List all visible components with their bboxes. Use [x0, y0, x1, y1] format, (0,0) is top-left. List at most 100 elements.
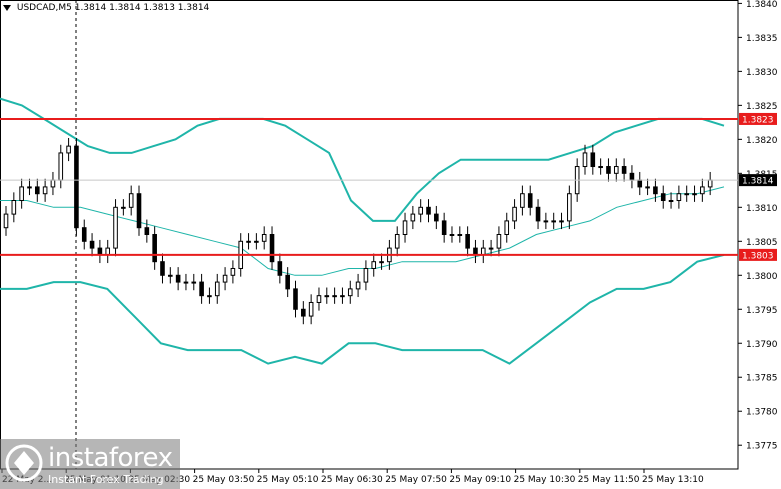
- candle-body: [152, 234, 157, 263]
- bollinger-upper: [0, 97, 725, 222]
- candle-body: [285, 274, 290, 290]
- y-tick-label: 1.3790: [746, 340, 778, 350]
- candle-body: [613, 166, 619, 174]
- candle-body: [488, 247, 494, 250]
- candle-body: [191, 281, 197, 284]
- ohlc-readout: 1.3814 1.3814 1.3813 1.3814: [74, 3, 210, 13]
- candle-body: [214, 281, 220, 297]
- x-tick-label: 25 May 05:10: [257, 475, 319, 485]
- candle-body: [582, 152, 588, 168]
- candle-body: [113, 206, 118, 249]
- candle-body: [261, 234, 267, 242]
- candle-body: [543, 220, 549, 223]
- chart-header: USDCAD,M5 1.3814 1.3814 1.3813 1.3814: [3, 3, 209, 13]
- candle-body: [66, 145, 71, 154]
- y-tick-label: 1.3800: [746, 272, 778, 282]
- candle-body: [551, 220, 556, 223]
- y-tick-label: 1.3835: [746, 34, 778, 44]
- candle-body: [168, 274, 173, 277]
- logo-tagline: Instant Forex Trading: [48, 473, 164, 486]
- current-price-label: 1.3814: [742, 177, 774, 187]
- candle-body: [692, 193, 697, 196]
- candle-body: [183, 281, 189, 284]
- candle-body: [465, 234, 470, 249]
- candle-body: [175, 274, 181, 283]
- candle-body: [426, 206, 431, 215]
- candle-body: [684, 193, 690, 196]
- candle-body: [81, 227, 87, 242]
- candle-body: [434, 213, 439, 222]
- candle-body: [269, 234, 275, 263]
- candle-body: [676, 193, 682, 202]
- candle-body: [606, 166, 611, 174]
- candle-body: [660, 193, 666, 202]
- candle-body: [144, 227, 150, 235]
- candle-body: [324, 295, 330, 298]
- level-label-box: [739, 112, 777, 125]
- candle-body: [246, 240, 251, 243]
- candle-body: [418, 206, 423, 215]
- bollinger-lower: [0, 253, 725, 365]
- candle-body: [449, 234, 455, 236]
- logo-brand: instaforex: [48, 443, 173, 473]
- candle-body: [42, 186, 48, 195]
- candle-body: [74, 145, 79, 229]
- current-price-box: [739, 174, 777, 187]
- y-tick-label: 1.3820: [746, 136, 778, 146]
- candle-body: [410, 213, 416, 222]
- symbol-label: USDCAD,M5: [16, 3, 72, 13]
- candle-body: [668, 200, 674, 203]
- candle-body: [512, 206, 517, 222]
- candle-body: [58, 152, 64, 181]
- candle-body: [371, 261, 377, 269]
- candle-body: [332, 295, 337, 298]
- candle-body: [19, 186, 24, 202]
- candle-body: [160, 261, 165, 276]
- y-tick-label: 1.3840: [746, 0, 778, 10]
- candle-body: [520, 193, 525, 208]
- candle-body: [480, 247, 486, 256]
- y-tick-label: 1.3775: [746, 442, 778, 452]
- y-tick-label: 1.3785: [746, 374, 778, 384]
- y-tick-label: 1.3795: [746, 306, 778, 316]
- candle-body: [363, 267, 369, 283]
- candle-body: [394, 234, 400, 249]
- candle-body: [402, 220, 408, 235]
- candle-body: [457, 234, 463, 236]
- x-tick-label: 25 May 10:30: [514, 475, 576, 485]
- candle-body: [637, 179, 643, 188]
- candle-body: [97, 247, 103, 256]
- candle-body: [34, 186, 40, 195]
- candle-body: [222, 274, 228, 283]
- candle-body: [653, 186, 658, 195]
- level-label-box: [739, 248, 777, 261]
- x-tick-label: 25 May 06:30: [321, 475, 383, 485]
- x-tick-label: 25 May 03:50: [193, 475, 255, 485]
- candle-body: [621, 166, 627, 174]
- candle-body: [559, 220, 564, 223]
- candle-body: [496, 234, 502, 249]
- candle-body: [27, 186, 32, 189]
- candle-body: [11, 200, 17, 215]
- candle-body: [89, 240, 95, 249]
- candle-body: [316, 295, 322, 303]
- candle-body: [50, 179, 56, 188]
- x-tick-label: 25 May 09:10: [449, 475, 511, 485]
- candle-body: [128, 193, 134, 208]
- candle-body: [105, 247, 111, 256]
- candle-body: [567, 193, 572, 222]
- candle-body: [504, 220, 510, 235]
- candle-body: [535, 206, 541, 222]
- bollinger-middle: [0, 186, 725, 276]
- candle-body: [473, 247, 478, 256]
- candle-body: [277, 261, 283, 276]
- instaforex-logo: [0, 439, 180, 489]
- dropdown-triangle-icon[interactable]: [3, 4, 11, 11]
- x-tick-label: 25 May 11:50: [578, 475, 640, 485]
- y-tick-label: 1.3805: [746, 238, 778, 248]
- candle-body: [355, 281, 361, 290]
- candle-body: [707, 179, 713, 188]
- x-tick-label: 25 May 13:10: [642, 475, 704, 485]
